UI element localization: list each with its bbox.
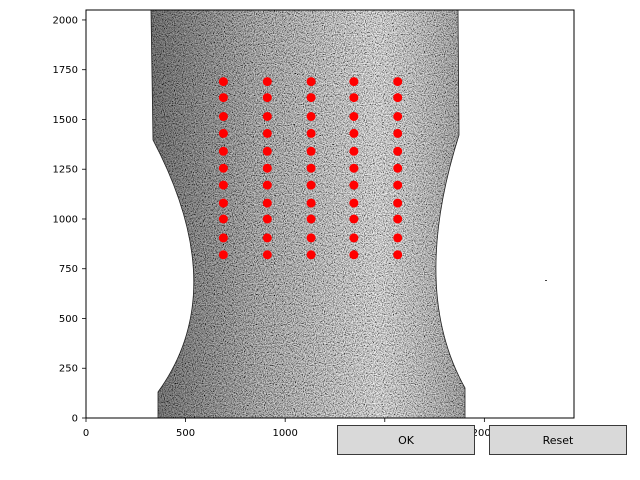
grid-point[interactable]	[306, 214, 316, 224]
y-tick-label: 1000	[53, 214, 78, 225]
grid-point[interactable]	[349, 77, 359, 87]
grid-point[interactable]	[349, 128, 359, 138]
grid-point[interactable]	[262, 233, 272, 243]
grid-point[interactable]	[393, 250, 403, 260]
ok-button[interactable]: OK	[337, 425, 475, 455]
x-tick-label: 2000	[472, 428, 497, 439]
specimen-image	[150, 10, 547, 418]
grid-point[interactable]	[349, 198, 359, 208]
grid-point[interactable]	[393, 93, 403, 103]
grid-point[interactable]	[349, 180, 359, 190]
grid-point[interactable]	[349, 146, 359, 156]
grid-point[interactable]	[349, 163, 359, 173]
grid-point[interactable]	[306, 112, 316, 121]
y-tick-label: 2000	[53, 15, 78, 26]
grid-point[interactable]	[349, 250, 359, 260]
grid-point[interactable]	[393, 163, 403, 173]
grid-point[interactable]	[262, 180, 272, 190]
y-tick-label: 250	[59, 364, 78, 375]
y-tick-label: 0	[72, 414, 78, 425]
axes-frame	[85, 9, 575, 419]
grid-point[interactable]	[218, 198, 228, 208]
grid-point[interactable]	[393, 77, 403, 87]
grid-point[interactable]	[262, 214, 272, 224]
grid-point[interactable]	[306, 146, 316, 156]
grid-point[interactable]	[262, 250, 272, 260]
y-axis-ticks: 0 250 500 750 1000 1250 1500 1750 2000	[53, 15, 86, 425]
grid-point[interactable]	[218, 250, 228, 260]
y-tick-label: 1250	[53, 165, 78, 176]
grid-point[interactable]	[393, 180, 403, 190]
x-tick-label: 500	[176, 428, 195, 439]
grid-point[interactable]	[218, 128, 228, 138]
grid-point[interactable]	[262, 93, 272, 103]
grid-point[interactable]	[306, 198, 316, 208]
grid-point[interactable]	[306, 77, 316, 87]
reset-button[interactable]: Reset	[489, 425, 627, 455]
grid-point[interactable]	[393, 198, 403, 208]
grid-point[interactable]	[218, 214, 228, 224]
grid-point[interactable]	[393, 112, 403, 121]
grid-point[interactable]	[218, 146, 228, 156]
grid-point[interactable]	[349, 214, 359, 224]
grid-point[interactable]	[349, 233, 359, 243]
x-tick-label: 0	[83, 428, 89, 439]
y-tick-label: 1500	[53, 115, 78, 126]
grid-point[interactable]	[218, 112, 228, 121]
grid-point[interactable]	[262, 77, 272, 87]
grid-point[interactable]	[306, 163, 316, 173]
grid-point[interactable]	[218, 233, 228, 243]
grid-point[interactable]	[306, 93, 316, 103]
grid-point[interactable]	[218, 180, 228, 190]
grid-point[interactable]	[306, 233, 316, 243]
grid-point[interactable]	[349, 93, 359, 103]
y-tick-label: 750	[59, 264, 78, 275]
x-tick-label: 1000	[272, 428, 297, 439]
grid-points[interactable]	[218, 77, 403, 260]
grid-point[interactable]	[393, 146, 403, 156]
grid-point[interactable]	[218, 93, 228, 103]
y-tick-label: 500	[59, 314, 78, 325]
grid-point[interactable]	[393, 233, 403, 243]
grid-point[interactable]	[218, 163, 228, 173]
grid-point[interactable]	[306, 250, 316, 260]
grid-point[interactable]	[262, 112, 272, 121]
grid-point[interactable]	[306, 128, 316, 138]
grid-point[interactable]	[218, 77, 228, 87]
grid-point[interactable]	[262, 146, 272, 156]
y-tick-label: 1750	[53, 65, 78, 76]
grid-point[interactable]	[306, 180, 316, 190]
grid-point[interactable]	[393, 214, 403, 224]
grid-point[interactable]	[349, 112, 359, 121]
grid-point[interactable]	[262, 198, 272, 208]
grid-point[interactable]	[393, 128, 403, 138]
grid-point[interactable]	[262, 128, 272, 138]
grid-point[interactable]	[262, 163, 272, 173]
